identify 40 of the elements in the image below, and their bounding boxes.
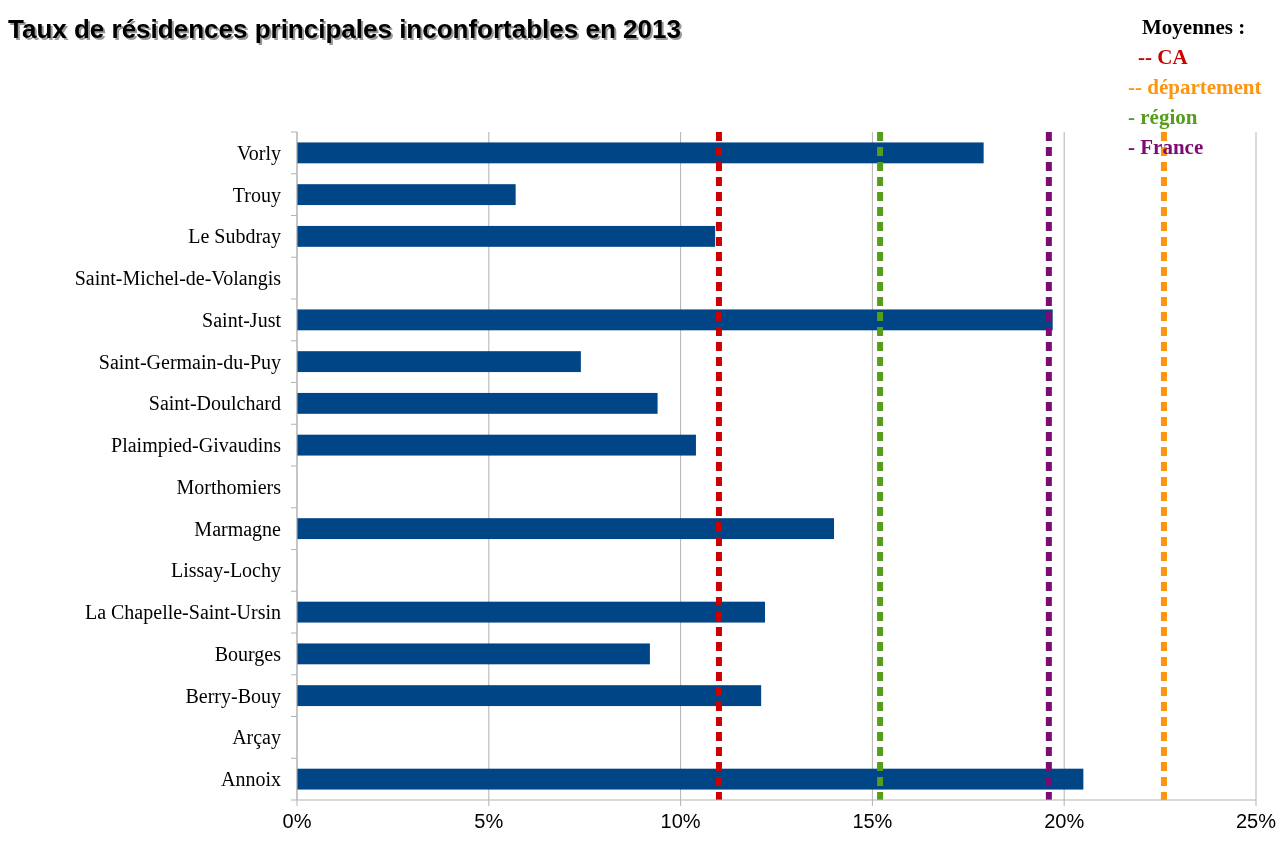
- bar: [297, 142, 984, 164]
- y-tick-label: Morthomiers: [176, 475, 282, 498]
- legend-title: Moyennes :: [1142, 15, 1246, 39]
- ref-line-label: - France: [1128, 135, 1204, 159]
- x-tick-label: 0%: [282, 810, 312, 832]
- y-tick-label: Arçay: [232, 726, 281, 750]
- bar: [297, 184, 516, 206]
- bar: [297, 434, 696, 456]
- bar: [297, 518, 835, 540]
- y-tick-label: Marmagne: [194, 517, 282, 541]
- y-tick-label: Berry-Bouy: [185, 684, 281, 708]
- y-tick-label: Le Subdray: [188, 225, 281, 249]
- x-tick-label: 25%: [1235, 810, 1277, 832]
- x-tick-label: 5%: [474, 810, 504, 832]
- y-tick-label: Vorly: [236, 141, 281, 165]
- x-tick-label: 10%: [660, 810, 701, 832]
- y-tick-label: Saint-Doulchard: [148, 392, 281, 415]
- bar: [297, 225, 716, 247]
- y-tick-label: Plaimpied-Givaudins: [111, 434, 282, 458]
- x-tick-label: 15%: [852, 810, 893, 832]
- y-tick-label: Saint-Germain-du-Puy: [98, 350, 281, 374]
- y-tick-label: Trouy: [232, 183, 281, 207]
- ref-line-label: - région: [1128, 105, 1198, 129]
- bar: [297, 768, 1084, 790]
- ref-line-label: -- CA: [1138, 45, 1189, 69]
- y-tick-label: Saint-Michel-de-Volangis: [74, 267, 282, 291]
- chart-title: Taux de résidences principales inconfortables en 2013: [8, 14, 681, 44]
- bar: [297, 392, 658, 414]
- y-tick-label: Saint-Just: [202, 308, 282, 331]
- y-tick-label: Lissay-Lochy: [171, 559, 281, 583]
- ref-line-label: -- département: [1128, 75, 1262, 99]
- y-tick-label: Bourges: [214, 642, 282, 666]
- bar: [297, 643, 650, 665]
- y-tick-label: La Chapelle-Saint-Ursin: [84, 601, 281, 625]
- bar: [297, 685, 762, 707]
- y-tick-label: Annoix: [221, 768, 281, 791]
- bar: [297, 351, 581, 373]
- x-tick-label: 20%: [1044, 810, 1085, 832]
- bar: [297, 601, 765, 623]
- bar: [297, 309, 1053, 331]
